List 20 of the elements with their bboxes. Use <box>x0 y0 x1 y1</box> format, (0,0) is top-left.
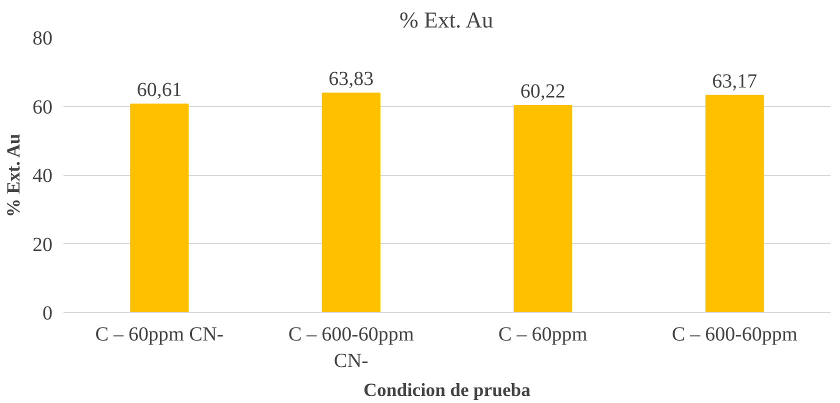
x-tick-label: C – 60ppm CN- <box>95 324 224 346</box>
data-label: 63,83 <box>328 68 374 90</box>
y-tick-label: 20 <box>32 234 52 256</box>
bar <box>514 104 572 312</box>
data-label: 60,22 <box>520 80 566 102</box>
x-tick-label: C – 60ppm <box>498 324 588 346</box>
y-tick-label: 60 <box>32 96 52 118</box>
x-tick-label: C – 600-60ppm <box>672 324 798 346</box>
y-tick-label: 40 <box>32 165 52 187</box>
chart-title: % Ext. Au <box>399 8 494 32</box>
x-tick-label: C – 600-60ppm CN- <box>288 324 414 372</box>
y-tick-label: 0 <box>42 302 52 324</box>
data-label: 60,61 <box>136 79 182 102</box>
bar <box>322 92 380 312</box>
bar <box>130 104 189 312</box>
y-axis-title: % Ext. Au <box>4 134 24 218</box>
y-tick-label: 80 <box>32 28 52 50</box>
bar <box>705 94 764 312</box>
data-label: 63,17 <box>712 70 758 92</box>
x-axis-title: Condicion de prueba <box>364 380 532 401</box>
